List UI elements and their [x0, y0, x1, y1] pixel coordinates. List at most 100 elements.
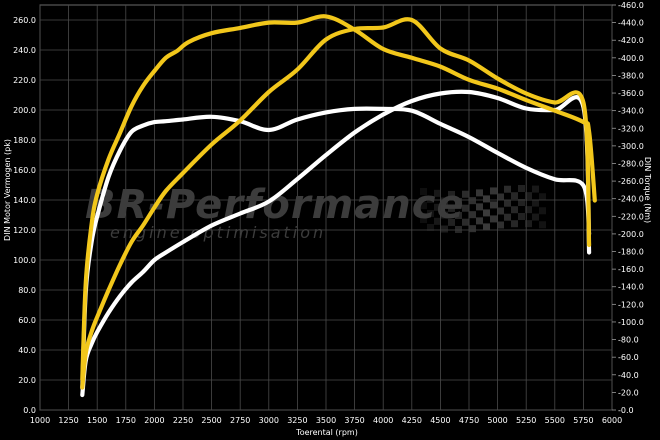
- checker-square: [483, 195, 490, 203]
- y-left-axis-title: DIN Motor Vermogen (pk): [3, 139, 12, 241]
- x-tick-label: 1750: [116, 416, 136, 425]
- y-right-tick-labels: -0.0 -20.0 -40.0 -60.0 -80.0 -100.0 -120.0 -140…: [612, 1, 644, 415]
- x-tick-label: 4000: [373, 416, 393, 425]
- y-right-tick-label: -20.0: [618, 388, 639, 397]
- checker-square: [539, 207, 546, 215]
- checker-square: [434, 203, 441, 211]
- checker-square: [455, 197, 462, 205]
- checker-square: [469, 211, 476, 219]
- checker-square: [420, 216, 427, 223]
- watermark-tagline: engine optimisation: [110, 223, 326, 242]
- y-left-tick-label: 220.0: [13, 76, 36, 85]
- checker-square: [504, 213, 511, 221]
- y-left-tick-label: 100.0: [13, 256, 36, 265]
- checker-square: [434, 217, 441, 225]
- series-line-power-stock: [80, 89, 592, 398]
- y-left-tick-labels: 0.0 20.0 40.0 60.0 80.0 100.0 120.0 140.0 160.0 1…: [13, 16, 36, 415]
- y-right-tick-label: -40.0: [618, 371, 639, 380]
- y-right-tick-label: -240.0: [618, 195, 644, 204]
- x-tick-label: 2750: [230, 416, 250, 425]
- checker-square: [448, 218, 455, 226]
- checker-square: [490, 187, 497, 195]
- y-left-tick-label: 180.0: [13, 136, 36, 145]
- series-group: [80, 14, 597, 398]
- checker-square: [539, 221, 546, 229]
- y-right-tick-label: -140.0: [618, 283, 644, 292]
- y-right-tick-label: -260.0: [618, 177, 644, 186]
- checker-square: [455, 211, 462, 219]
- y-right-tick-label: -400.0: [618, 54, 644, 63]
- checker-square: [462, 190, 469, 198]
- x-tick-label: 5500: [545, 416, 565, 425]
- y-right-tick-label: -360.0: [618, 89, 644, 98]
- y-right-axis-title: DIN Torque (Nm): [643, 157, 652, 223]
- checker-square: [483, 223, 490, 231]
- checker-square: [532, 199, 539, 207]
- checker-square: [441, 211, 448, 219]
- series-line-torque-stock: [80, 106, 592, 391]
- y-left-tick-label: 260.0: [13, 16, 36, 25]
- y-left-tick-label: 240.0: [13, 46, 36, 55]
- y-right-tick-label: -120.0: [618, 300, 644, 309]
- x-tick-label: 2000: [144, 416, 164, 425]
- y-left-tick-label: 200.0: [13, 106, 36, 115]
- y-right-tick-label: -380.0: [618, 71, 644, 80]
- checker-square: [455, 225, 462, 233]
- y-right-tick-label: -0.0: [618, 406, 634, 415]
- checker-square: [511, 220, 518, 228]
- y-right-tick-label: -100.0: [618, 318, 644, 327]
- checker-square: [448, 204, 455, 212]
- x-tick-labels: 1000 1250 1500 1750 2000 2250 2500 2750 3000 3250…: [30, 416, 622, 425]
- checker-square: [469, 225, 476, 233]
- checkered-flag-icon: [420, 185, 546, 233]
- checker-square: [462, 204, 469, 212]
- checker-square: [434, 189, 441, 197]
- checker-square: [427, 195, 434, 203]
- y-right-tick-label: -300.0: [618, 142, 644, 151]
- checker-square: [490, 215, 497, 223]
- x-tick-label: 1500: [87, 416, 107, 425]
- x-tick-label: 1250: [58, 416, 78, 425]
- checker-square: [518, 213, 525, 221]
- y-left-tick-label: 60.0: [18, 316, 36, 325]
- x-tick-label: 5250: [516, 416, 536, 425]
- x-tick-label: 4250: [402, 416, 422, 425]
- x-tick-label: 6000: [602, 416, 622, 425]
- checker-square: [490, 201, 497, 209]
- checker-square: [497, 221, 504, 229]
- checker-square: [483, 209, 490, 217]
- checker-square: [476, 217, 483, 225]
- x-tick-label: 2250: [173, 416, 193, 425]
- x-tick-label: 3750: [344, 416, 364, 425]
- y-left-tick-label: 80.0: [18, 286, 36, 295]
- checker-square: [518, 185, 525, 193]
- x-tick-label: 5750: [573, 416, 593, 425]
- y-left-tick-label: 0.0: [23, 406, 36, 415]
- x-tick-label: 4500: [430, 416, 450, 425]
- series-line-torque-tuned: [80, 14, 597, 382]
- checker-square: [525, 206, 532, 214]
- x-tick-label: 5000: [487, 416, 507, 425]
- y-right-tick-label: -320.0: [618, 124, 644, 133]
- checker-square: [448, 190, 455, 198]
- series-line-power-tuned: [80, 17, 592, 390]
- checker-square: [532, 185, 539, 193]
- y-right-tick-label: -180.0: [618, 248, 644, 257]
- checker-square: [511, 206, 518, 214]
- y-right-tick-label: -80.0: [618, 336, 639, 345]
- y-left-tick-label: 20.0: [18, 376, 36, 385]
- checker-square: [462, 218, 469, 226]
- checker-square: [427, 223, 434, 231]
- y-right-tick-label: -60.0: [618, 353, 639, 362]
- checker-square: [420, 202, 427, 209]
- y-right-tick-label: -440.0: [618, 19, 644, 28]
- y-right-tick-label: -200.0: [618, 230, 644, 239]
- checker-square: [504, 185, 511, 193]
- y-right-tick-label: -340.0: [618, 107, 644, 116]
- y-right-tick-label: -220.0: [618, 212, 644, 221]
- x-tick-label: 3250: [287, 416, 307, 425]
- checker-square: [497, 193, 504, 201]
- checker-square: [532, 213, 539, 221]
